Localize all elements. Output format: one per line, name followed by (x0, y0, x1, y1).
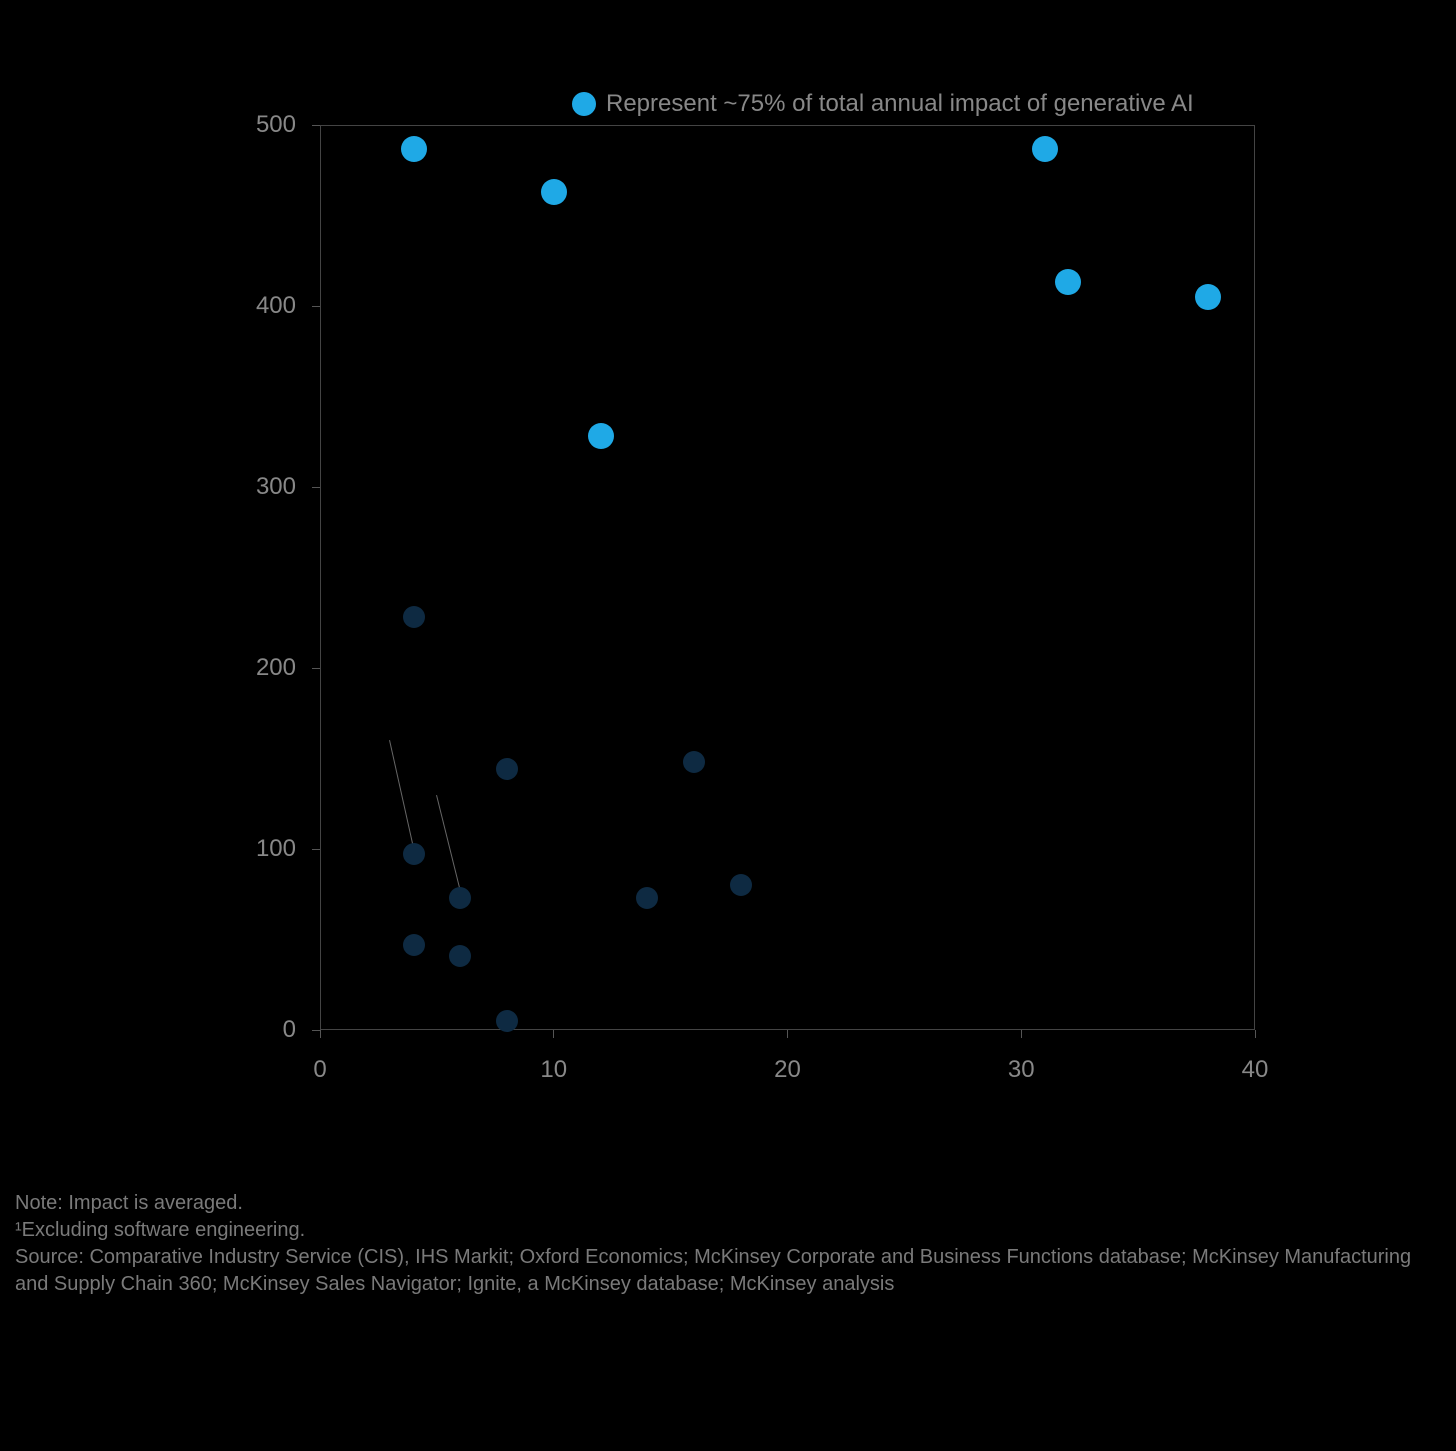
x-tick-label: 0 (313, 1056, 326, 1084)
data-point-highlight (1055, 269, 1081, 295)
chart-plot-area: 0102030400100200300400500 (320, 125, 1255, 1030)
x-tick (553, 1030, 554, 1038)
page-root: Represent ~75% of total annual impact of… (0, 0, 1456, 1451)
data-point (403, 934, 425, 956)
y-tick (312, 849, 320, 850)
data-point-highlight (1032, 136, 1058, 162)
footnote-line: ¹Excluding software engineering. (15, 1217, 1435, 1244)
footnote-line: Note: Impact is averaged. (15, 1190, 1435, 1217)
x-tick-label: 30 (1008, 1056, 1035, 1084)
x-tick (787, 1030, 788, 1038)
data-point (683, 751, 705, 773)
legend-label: Represent ~75% of total annual impact of… (606, 90, 1194, 118)
data-point (730, 874, 752, 896)
y-tick-label: 100 (256, 835, 296, 863)
y-tick-label: 500 (256, 111, 296, 139)
chart-footnotes: Note: Impact is averaged. ¹Excluding sof… (15, 1190, 1435, 1298)
data-point (403, 843, 425, 865)
x-tick-label: 40 (1242, 1056, 1269, 1084)
footnote-line: Source: Comparative Industry Service (CI… (15, 1244, 1435, 1298)
x-tick (1255, 1030, 1256, 1038)
x-tick (1021, 1030, 1022, 1038)
x-tick-label: 20 (774, 1056, 801, 1084)
y-tick-label: 400 (256, 292, 296, 320)
x-tick (320, 1030, 321, 1038)
data-point-highlight (541, 179, 567, 205)
y-tick-label: 200 (256, 654, 296, 682)
chart-legend: Represent ~75% of total annual impact of… (572, 90, 1194, 118)
y-tick (312, 487, 320, 488)
data-point (496, 1010, 518, 1032)
y-tick-label: 0 (283, 1016, 296, 1044)
data-point-highlight (1195, 284, 1221, 310)
data-point-highlight (588, 423, 614, 449)
y-tick (312, 306, 320, 307)
x-tick-label: 10 (540, 1056, 567, 1084)
data-point (403, 606, 425, 628)
y-tick-label: 300 (256, 473, 296, 501)
data-point (449, 887, 471, 909)
y-tick (312, 668, 320, 669)
data-point-highlight (401, 136, 427, 162)
data-point (496, 758, 518, 780)
legend-swatch (572, 92, 596, 116)
y-tick (312, 125, 320, 126)
data-point (636, 887, 658, 909)
y-tick (312, 1030, 320, 1031)
data-point (449, 945, 471, 967)
